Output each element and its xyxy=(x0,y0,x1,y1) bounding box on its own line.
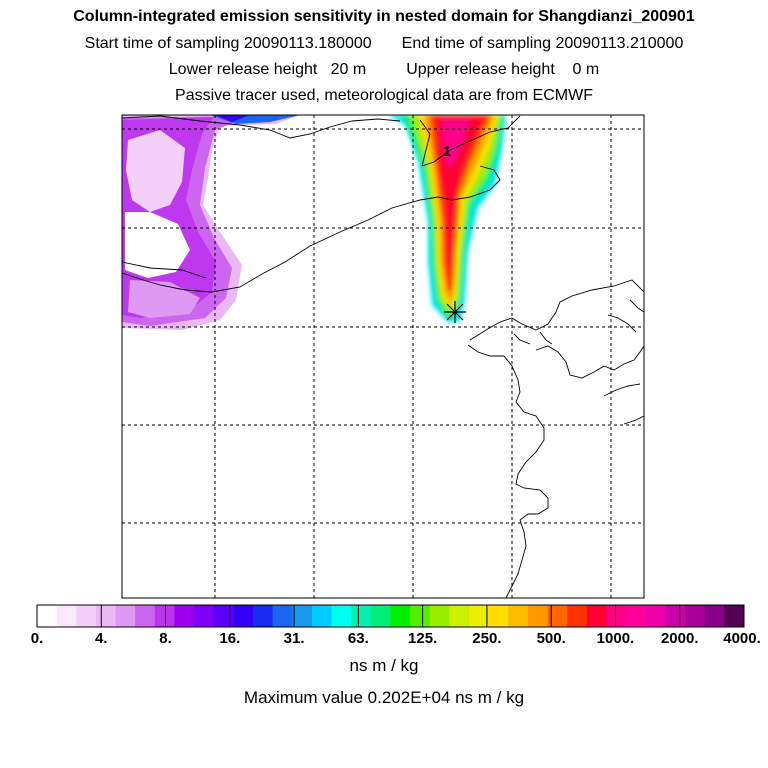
map-frame xyxy=(121,114,645,599)
color-scale-swatch xyxy=(76,605,97,627)
color-scale-swatch xyxy=(626,605,647,627)
upper-release-label: Upper release height 0 m xyxy=(406,61,600,78)
color-scale-swatch xyxy=(390,605,411,627)
sampling-times: Start time of sampling 20090113.180000 En… xyxy=(0,35,768,53)
color-scale-swatch xyxy=(665,605,686,627)
color-scale-tick-label: 2000. xyxy=(660,630,699,647)
color-scale-tick-label: 250. xyxy=(472,630,502,647)
color-scale-swatch xyxy=(527,605,549,627)
color-scale-tick-label: 125. xyxy=(408,630,438,647)
color-scale-swatch xyxy=(311,605,332,627)
color-scale-swatch xyxy=(410,605,431,627)
color-scale-swatch xyxy=(174,605,195,627)
color-scale-swatch xyxy=(233,605,254,627)
units-label: ns m / kg xyxy=(349,656,419,675)
color-scale-tick-label: 16. xyxy=(219,630,241,647)
color-scale-swatch xyxy=(292,605,313,627)
plume-region xyxy=(388,115,506,322)
color-scale-swatch xyxy=(429,605,450,627)
end-time-label: End time of sampling 20090113.210000 xyxy=(401,35,684,52)
lat-lon-grid xyxy=(122,115,644,598)
release-heights: Lower release height 20 m Upper release h… xyxy=(0,61,768,79)
color-scale-swatch xyxy=(213,605,234,627)
color-scale-swatch xyxy=(704,605,725,627)
color-scale-tick-label: 4. xyxy=(95,630,108,647)
color-scale-swatch xyxy=(488,605,509,627)
color-scale-tick-label: 4000. xyxy=(723,630,761,647)
plume-marker-label: 1 xyxy=(443,143,451,160)
color-scale-swatch xyxy=(115,605,136,627)
star-cross-icon xyxy=(444,301,466,323)
color-scale-swatch xyxy=(154,605,175,627)
color-scale-swatch xyxy=(95,605,116,627)
color-scale-tick-label: 1000. xyxy=(596,630,635,647)
color-scale-swatch xyxy=(449,605,470,627)
color-scale-swatch xyxy=(645,605,666,627)
color-scale-swatch xyxy=(724,605,745,627)
color-scale-swatch xyxy=(370,605,391,627)
color-scale-tick-label: 63. xyxy=(347,630,369,647)
color-scale-tick-label: 8. xyxy=(159,630,172,647)
color-scale-swatch xyxy=(331,605,352,627)
color-scale-swatch xyxy=(685,605,706,627)
color-scale-swatch xyxy=(586,605,607,627)
color-scale-tick-label: 0. xyxy=(30,630,44,647)
color-scale-swatch xyxy=(135,605,156,627)
color-scale-swatch xyxy=(253,605,274,627)
tracer-info: Passive tracer used, meteorological data… xyxy=(175,87,593,104)
coastlines xyxy=(122,115,644,598)
color-scale-bar xyxy=(36,604,745,628)
color-scale-swatch xyxy=(37,605,58,627)
color-scale-swatch xyxy=(351,605,372,627)
color-scale-swatch xyxy=(547,605,568,627)
color-scale-tick-label: 31. xyxy=(283,630,305,647)
color-scale-swatch xyxy=(508,605,529,627)
color-scale-swatch xyxy=(272,605,293,627)
color-scale-swatch xyxy=(606,605,627,627)
start-time-label: Start time of sampling 20090113.180000 xyxy=(84,35,372,52)
western-sensitivity-region xyxy=(122,115,300,330)
lower-release-label: Lower release height 20 m xyxy=(168,61,367,78)
color-scale-swatch xyxy=(469,605,490,627)
color-scale-frame xyxy=(36,604,745,628)
sensitivity-field xyxy=(122,115,644,598)
maximum-value-label: Maximum value 0.202E+04 ns m / kg xyxy=(243,688,525,707)
color-scale-tick-label: 500. xyxy=(536,630,566,647)
color-scale-swatch xyxy=(56,605,77,627)
color-scale-swatch xyxy=(567,605,588,627)
color-scale-swatch xyxy=(194,605,215,627)
map-title: Column-integrated emission sensitivity i… xyxy=(73,8,695,25)
